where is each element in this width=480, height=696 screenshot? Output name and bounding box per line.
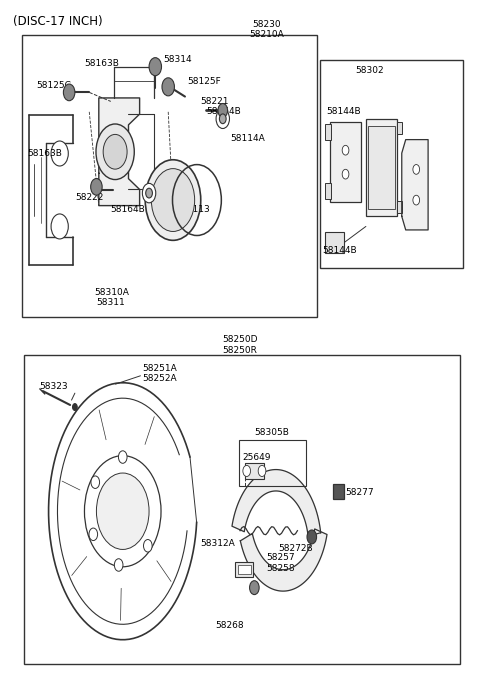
Text: 58310A: 58310A [94, 288, 129, 297]
Bar [238, 565, 251, 574]
Circle shape [89, 528, 97, 541]
Text: 58163B: 58163B [27, 149, 62, 158]
Circle shape [243, 466, 251, 477]
Text: (DISC-17 INCH): (DISC-17 INCH) [12, 15, 102, 28]
Text: 58312A: 58312A [201, 539, 236, 548]
Circle shape [143, 183, 156, 203]
Polygon shape [232, 470, 321, 537]
Text: 58144B: 58144B [326, 107, 361, 116]
Bar [239, 441, 306, 486]
Text: 58250R: 58250R [223, 346, 257, 355]
Circle shape [91, 178, 102, 195]
Bar [397, 200, 402, 213]
Bar [235, 562, 253, 577]
Circle shape [219, 114, 226, 124]
Text: 58164B: 58164B [111, 205, 145, 214]
Text: 58113: 58113 [181, 205, 210, 214]
Circle shape [96, 473, 149, 549]
Text: 58230: 58230 [252, 20, 281, 29]
Text: 58125F: 58125F [187, 77, 221, 86]
Text: 58250D: 58250D [222, 335, 258, 345]
Text: 25649: 25649 [242, 453, 271, 462]
Bar [24, 355, 460, 664]
Circle shape [145, 160, 201, 240]
Circle shape [149, 58, 161, 76]
Polygon shape [402, 140, 428, 230]
Text: 58258: 58258 [266, 564, 295, 573]
Bar [368, 126, 395, 209]
Circle shape [146, 188, 153, 198]
Circle shape [91, 476, 99, 489]
Circle shape [114, 559, 123, 571]
Text: 58251A: 58251A [142, 364, 177, 373]
Bar [333, 484, 344, 500]
Bar [366, 119, 397, 216]
Circle shape [413, 196, 420, 205]
Text: 58164B: 58164B [206, 107, 241, 116]
Text: 58163B: 58163B [84, 58, 120, 68]
Circle shape [307, 530, 317, 544]
Bar [330, 122, 361, 202]
Bar [325, 183, 331, 198]
Text: 58114A: 58114A [230, 134, 265, 143]
Text: 58305B: 58305B [254, 428, 289, 437]
Text: 58272B: 58272B [278, 544, 313, 553]
Text: 58221: 58221 [201, 97, 229, 106]
Circle shape [119, 451, 127, 464]
Circle shape [413, 164, 420, 174]
Circle shape [84, 456, 161, 567]
Circle shape [63, 84, 75, 101]
Circle shape [342, 169, 349, 179]
Circle shape [151, 168, 195, 232]
Bar [397, 122, 402, 134]
Bar [321, 60, 463, 268]
Circle shape [218, 104, 228, 118]
Circle shape [342, 145, 349, 155]
Circle shape [216, 109, 229, 129]
Text: 58268: 58268 [215, 622, 244, 631]
Circle shape [162, 78, 174, 96]
Circle shape [96, 124, 134, 180]
Text: 58314: 58314 [163, 55, 192, 64]
Circle shape [250, 580, 259, 594]
Bar [325, 232, 344, 253]
Text: 58311: 58311 [96, 299, 125, 308]
Bar [325, 125, 331, 140]
Polygon shape [240, 529, 327, 591]
Circle shape [72, 404, 77, 411]
Text: 58257: 58257 [266, 553, 295, 562]
Circle shape [103, 134, 127, 169]
Text: 58222: 58222 [75, 193, 103, 202]
Bar [245, 464, 264, 479]
Polygon shape [99, 98, 140, 205]
Text: 58302: 58302 [355, 65, 384, 74]
Text: 58252A: 58252A [142, 374, 177, 383]
Text: 58144B: 58144B [323, 246, 357, 255]
Text: 58323: 58323 [39, 381, 68, 390]
Text: 58235C: 58235C [142, 192, 177, 201]
Text: 58125C: 58125C [36, 81, 72, 90]
Circle shape [258, 466, 266, 477]
Text: 58210A: 58210A [249, 30, 284, 39]
Bar [22, 35, 317, 317]
Text: 58277: 58277 [345, 488, 374, 497]
Circle shape [51, 141, 68, 166]
Circle shape [144, 539, 152, 552]
Circle shape [51, 214, 68, 239]
